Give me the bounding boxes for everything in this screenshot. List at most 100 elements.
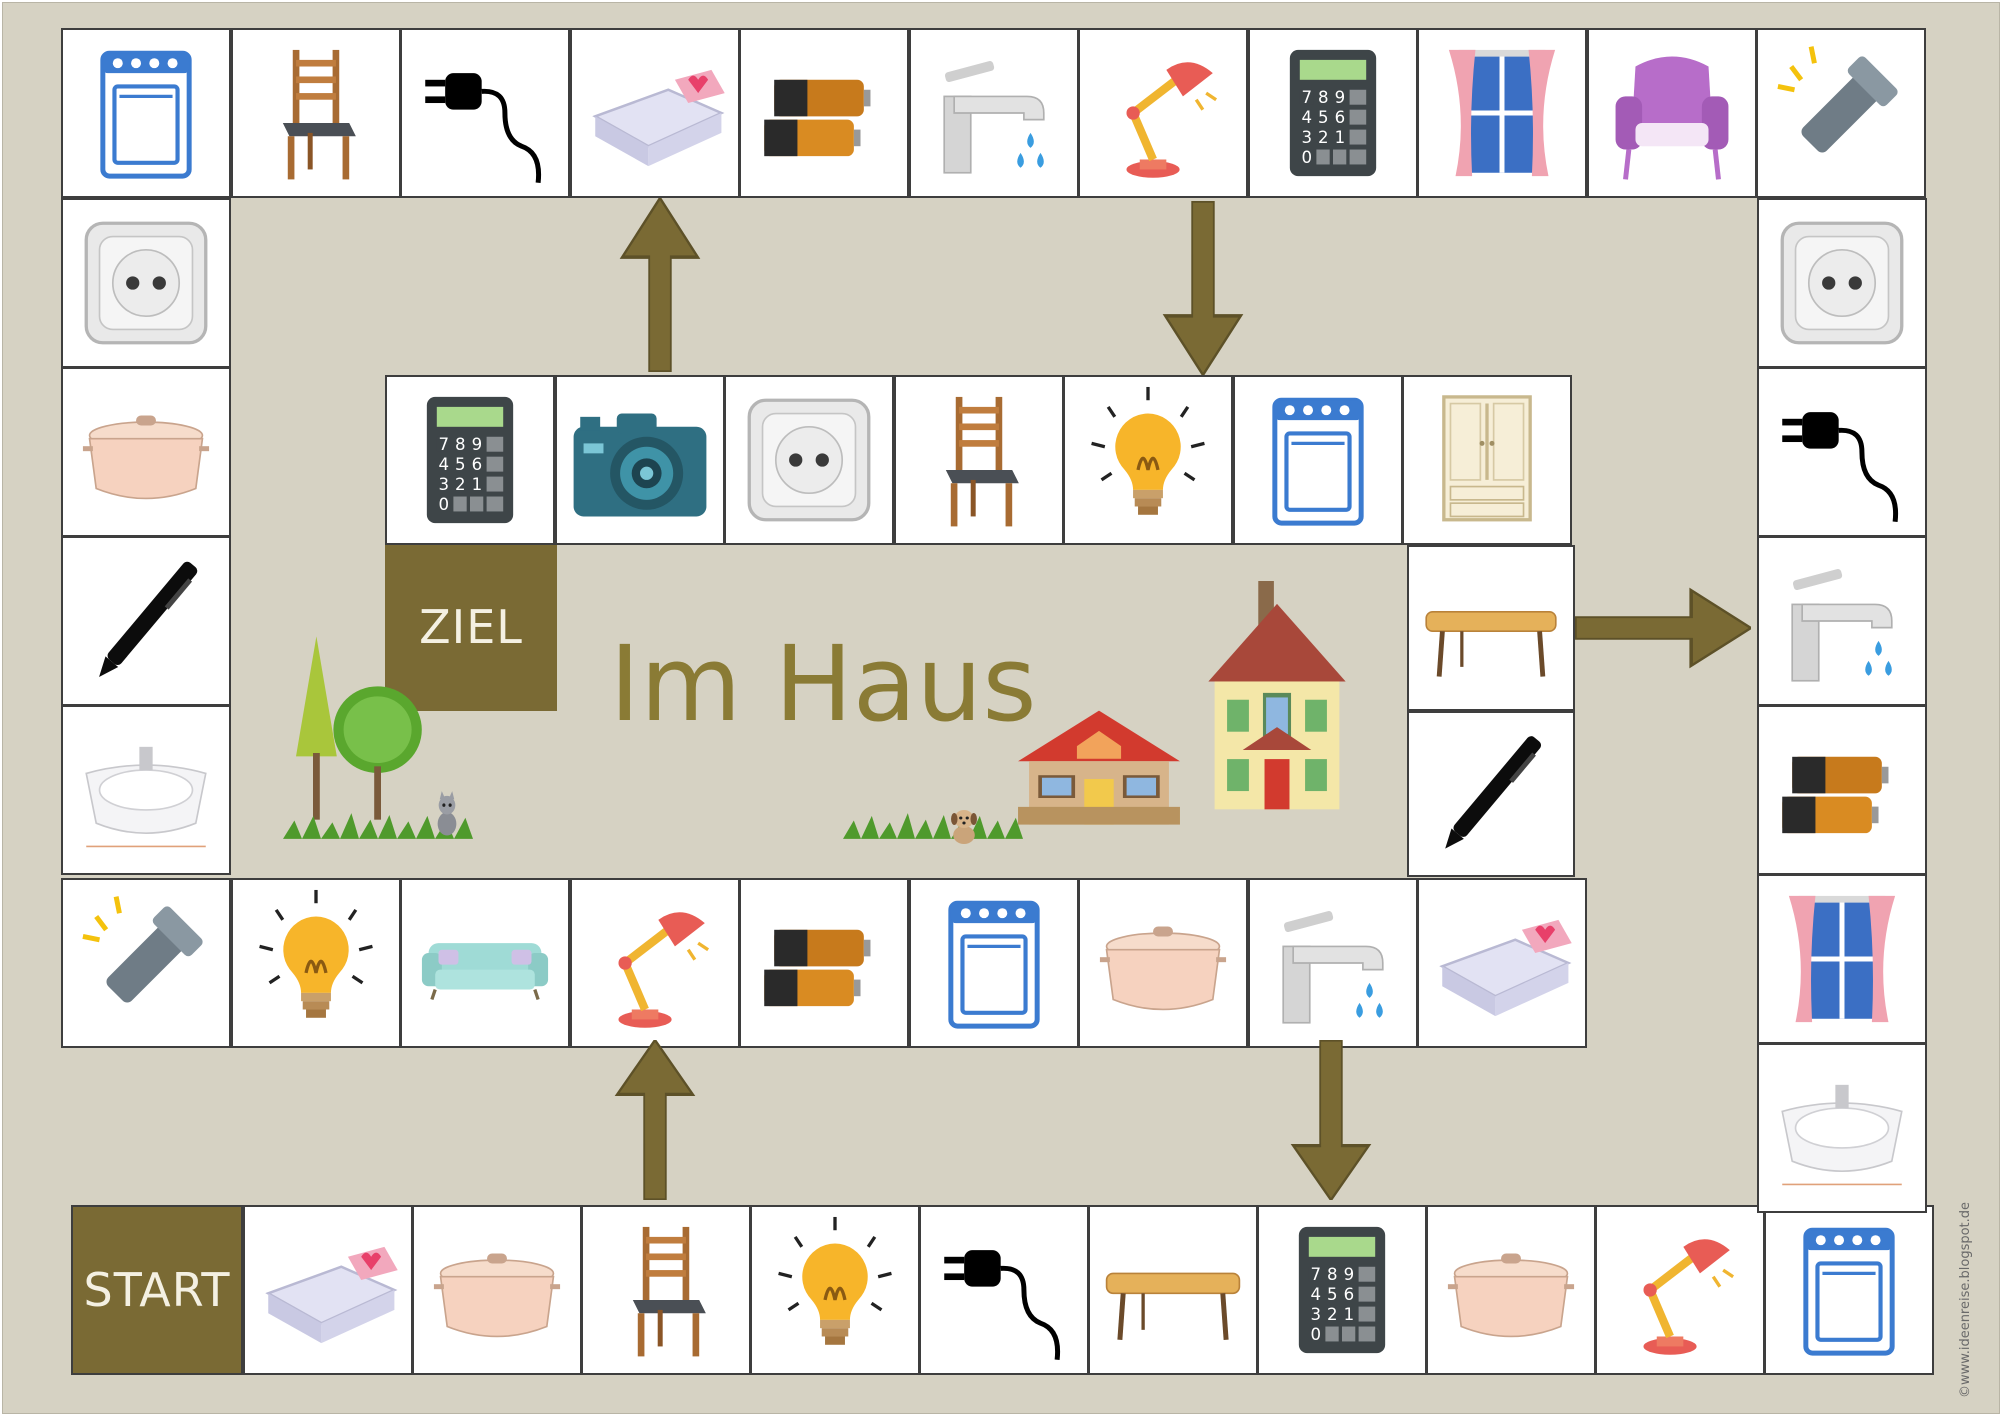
small-house-icon xyxy=(1007,703,1191,855)
light-bulb-icon xyxy=(258,889,373,1018)
svg-text:3: 3 xyxy=(438,475,449,494)
window-icon xyxy=(1448,49,1556,177)
arrow-icon xyxy=(615,198,705,372)
grass-icon xyxy=(843,793,1023,848)
flashlight-icon xyxy=(82,896,203,1003)
table-icon xyxy=(1425,610,1557,677)
board-tile xyxy=(230,878,401,1048)
arrow-icon xyxy=(1575,583,1751,673)
sink-icon xyxy=(85,746,207,848)
desk-lamp-icon xyxy=(617,912,709,1028)
arrow-icon xyxy=(1158,201,1248,375)
pot-icon xyxy=(1447,1253,1575,1338)
svg-text:6: 6 xyxy=(472,455,483,474)
svg-text:4: 4 xyxy=(1301,108,1312,127)
svg-text:0: 0 xyxy=(438,495,449,514)
board-tile xyxy=(61,705,231,875)
board-tile xyxy=(1078,878,1248,1048)
faucet-icon xyxy=(942,61,1045,174)
svg-text:1: 1 xyxy=(472,475,483,494)
pen-icon xyxy=(1445,736,1542,849)
trees-icon xyxy=(279,623,449,823)
big-house-icon xyxy=(1199,581,1355,855)
svg-text:9: 9 xyxy=(472,435,483,454)
svg-text:8: 8 xyxy=(455,435,466,454)
board-tile xyxy=(1088,1205,1258,1375)
svg-text:1: 1 xyxy=(1334,128,1345,147)
board-tile xyxy=(61,536,231,706)
svg-text:4: 4 xyxy=(438,455,449,474)
stove-icon xyxy=(1803,1227,1895,1356)
board-tile xyxy=(569,28,740,198)
board-tile xyxy=(919,1205,1089,1375)
board-tile xyxy=(1247,878,1418,1048)
board-tile xyxy=(739,878,909,1048)
start-tile: START xyxy=(71,1205,243,1375)
svg-text:8: 8 xyxy=(1318,88,1329,107)
board-tile xyxy=(893,375,1064,545)
pot-icon xyxy=(82,415,210,500)
board-tile xyxy=(1426,1205,1596,1375)
board-tile xyxy=(1764,1205,1934,1375)
board-tile xyxy=(1417,28,1587,198)
plug-icon xyxy=(425,73,542,183)
svg-text:5: 5 xyxy=(455,455,466,474)
sink-icon xyxy=(1781,1084,1903,1186)
batteries-icon xyxy=(764,79,871,157)
board-tile xyxy=(1757,536,1927,706)
svg-text:7: 7 xyxy=(438,435,449,454)
svg-text:9: 9 xyxy=(1334,88,1345,107)
board-title: Im Haus xyxy=(609,623,1037,745)
board-tile xyxy=(750,1205,920,1375)
cat-icon xyxy=(421,783,473,853)
board-tile xyxy=(1757,705,1927,875)
arrow-icon xyxy=(610,1040,700,1200)
dog-icon xyxy=(937,799,991,859)
desk-lamp-icon xyxy=(1126,62,1218,178)
board-tile xyxy=(739,28,909,198)
svg-text:5: 5 xyxy=(1327,1285,1338,1304)
svg-text:2: 2 xyxy=(455,475,466,494)
ziel-tile: ZIEL xyxy=(385,543,557,711)
svg-text:8: 8 xyxy=(1327,1265,1338,1284)
plug-icon xyxy=(944,1250,1061,1360)
board-tile xyxy=(1586,28,1757,198)
arrow-icon xyxy=(1286,1040,1376,1200)
board-tile xyxy=(61,367,231,537)
stove-icon xyxy=(1271,397,1364,526)
board-tile xyxy=(581,1205,751,1375)
board-tile xyxy=(908,28,1079,198)
calculator-icon: 7 8 9 4 5 6 3 2 1 0 xyxy=(426,396,514,524)
svg-text:2: 2 xyxy=(1327,1305,1338,1324)
board-tile xyxy=(1402,375,1572,545)
board-tile xyxy=(412,1205,582,1375)
board-tile xyxy=(1063,375,1233,545)
batteries-icon xyxy=(1782,756,1889,834)
board-tile xyxy=(1407,545,1575,711)
socket-icon xyxy=(747,398,871,522)
svg-text:9: 9 xyxy=(1344,1265,1355,1284)
board-tile xyxy=(724,375,894,545)
board-tile xyxy=(400,28,570,198)
board-tile xyxy=(1757,1043,1927,1213)
bed-icon xyxy=(265,1246,398,1344)
board-tile xyxy=(569,878,740,1048)
chair-icon xyxy=(632,1226,706,1357)
window-icon xyxy=(1788,895,1896,1023)
board-tile xyxy=(1756,28,1926,198)
board-tile xyxy=(1232,375,1403,545)
pot-icon xyxy=(1099,926,1227,1011)
svg-text:3: 3 xyxy=(1301,128,1312,147)
bed-icon xyxy=(591,69,725,167)
board-tile xyxy=(1757,874,1927,1044)
stove-icon xyxy=(100,50,192,179)
board-tile xyxy=(1417,878,1587,1048)
svg-text:2: 2 xyxy=(1318,128,1329,147)
pot-icon xyxy=(433,1253,561,1338)
flashlight-icon xyxy=(1777,46,1898,153)
wardrobe-icon xyxy=(1442,395,1532,522)
board-tile xyxy=(61,28,231,198)
